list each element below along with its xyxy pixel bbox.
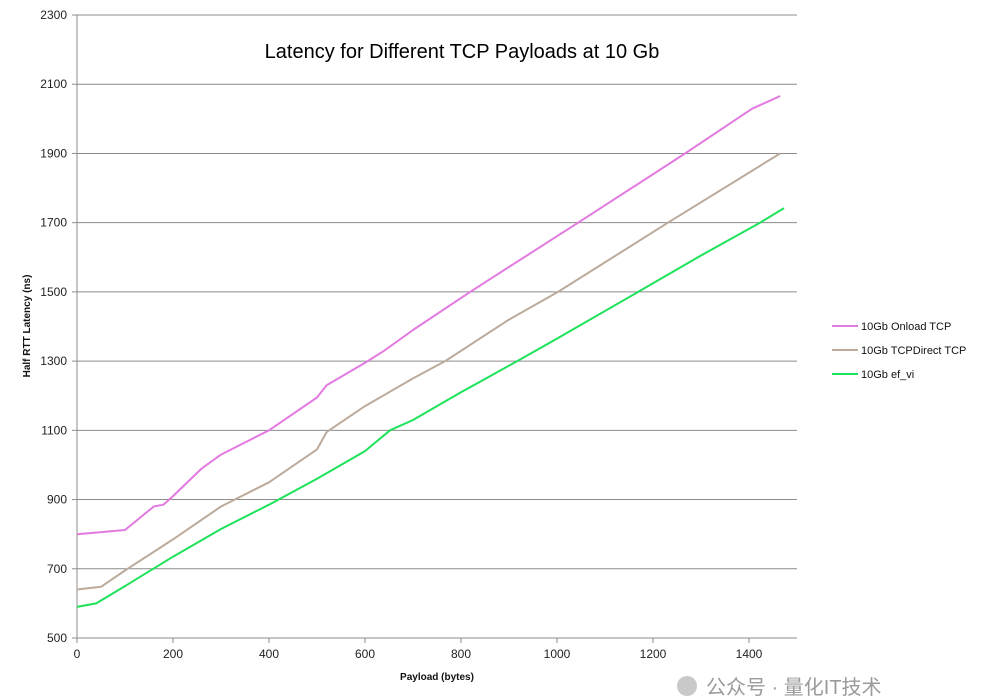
- series-line-2: [76, 207, 785, 608]
- x-tick-label: 400: [259, 647, 279, 661]
- x-tick-label: 200: [163, 647, 183, 661]
- x-tick-label: 800: [451, 647, 471, 661]
- y-tick-label: 2300: [40, 8, 67, 22]
- y-tick-label: 1900: [40, 146, 67, 160]
- wechat-icon: [677, 676, 697, 696]
- x-axis-label: Payload (bytes): [400, 672, 474, 683]
- y-tick-label: 700: [47, 562, 67, 576]
- legend: 10Gb Onload TCP 10Gb TCPDirect TCP 10Gb ef…: [832, 321, 966, 381]
- watermark-text: 公众号 · 量化IT技术: [706, 676, 882, 699]
- y-tick-label: 1100: [41, 423, 67, 437]
- x-tick-labels: 0 200 400 600 800 1000 1200 1400: [74, 647, 763, 661]
- x-tick-label: 600: [355, 647, 375, 661]
- y-tick-label: 2100: [40, 77, 67, 91]
- chart-title: Latency for Different TCP Payloads at 10…: [265, 41, 660, 63]
- series-lines: [76, 95, 785, 608]
- axes: [72, 14, 797, 643]
- watermark: 公众号 · 量化IT技术: [677, 676, 882, 699]
- x-tick-label: 1200: [640, 647, 667, 661]
- y-tick-label: 1300: [40, 354, 67, 368]
- series-line-0: [76, 95, 781, 536]
- legend-label: 10Gb ef_vi: [861, 369, 914, 381]
- gridlines: [77, 14, 797, 570]
- series-line-1: [76, 152, 781, 591]
- legend-label: 10Gb TCPDirect TCP: [861, 345, 966, 357]
- x-tick-label: 0: [74, 647, 81, 661]
- y-axis-label: Half RTT Latency (ns): [22, 275, 33, 378]
- y-tick-label: 1700: [40, 216, 67, 230]
- y-tick-label: 900: [47, 493, 67, 507]
- y-tick-label: 1500: [40, 285, 67, 299]
- y-tick-labels: 500 700 900 1100 1300 1500 1700 1900 2100 2300: [40, 8, 67, 645]
- x-tick-label: 1400: [736, 647, 763, 661]
- x-tick-label: 1000: [544, 647, 571, 661]
- legend-label: 10Gb Onload TCP: [861, 321, 951, 333]
- y-tick-label: 500: [47, 631, 67, 645]
